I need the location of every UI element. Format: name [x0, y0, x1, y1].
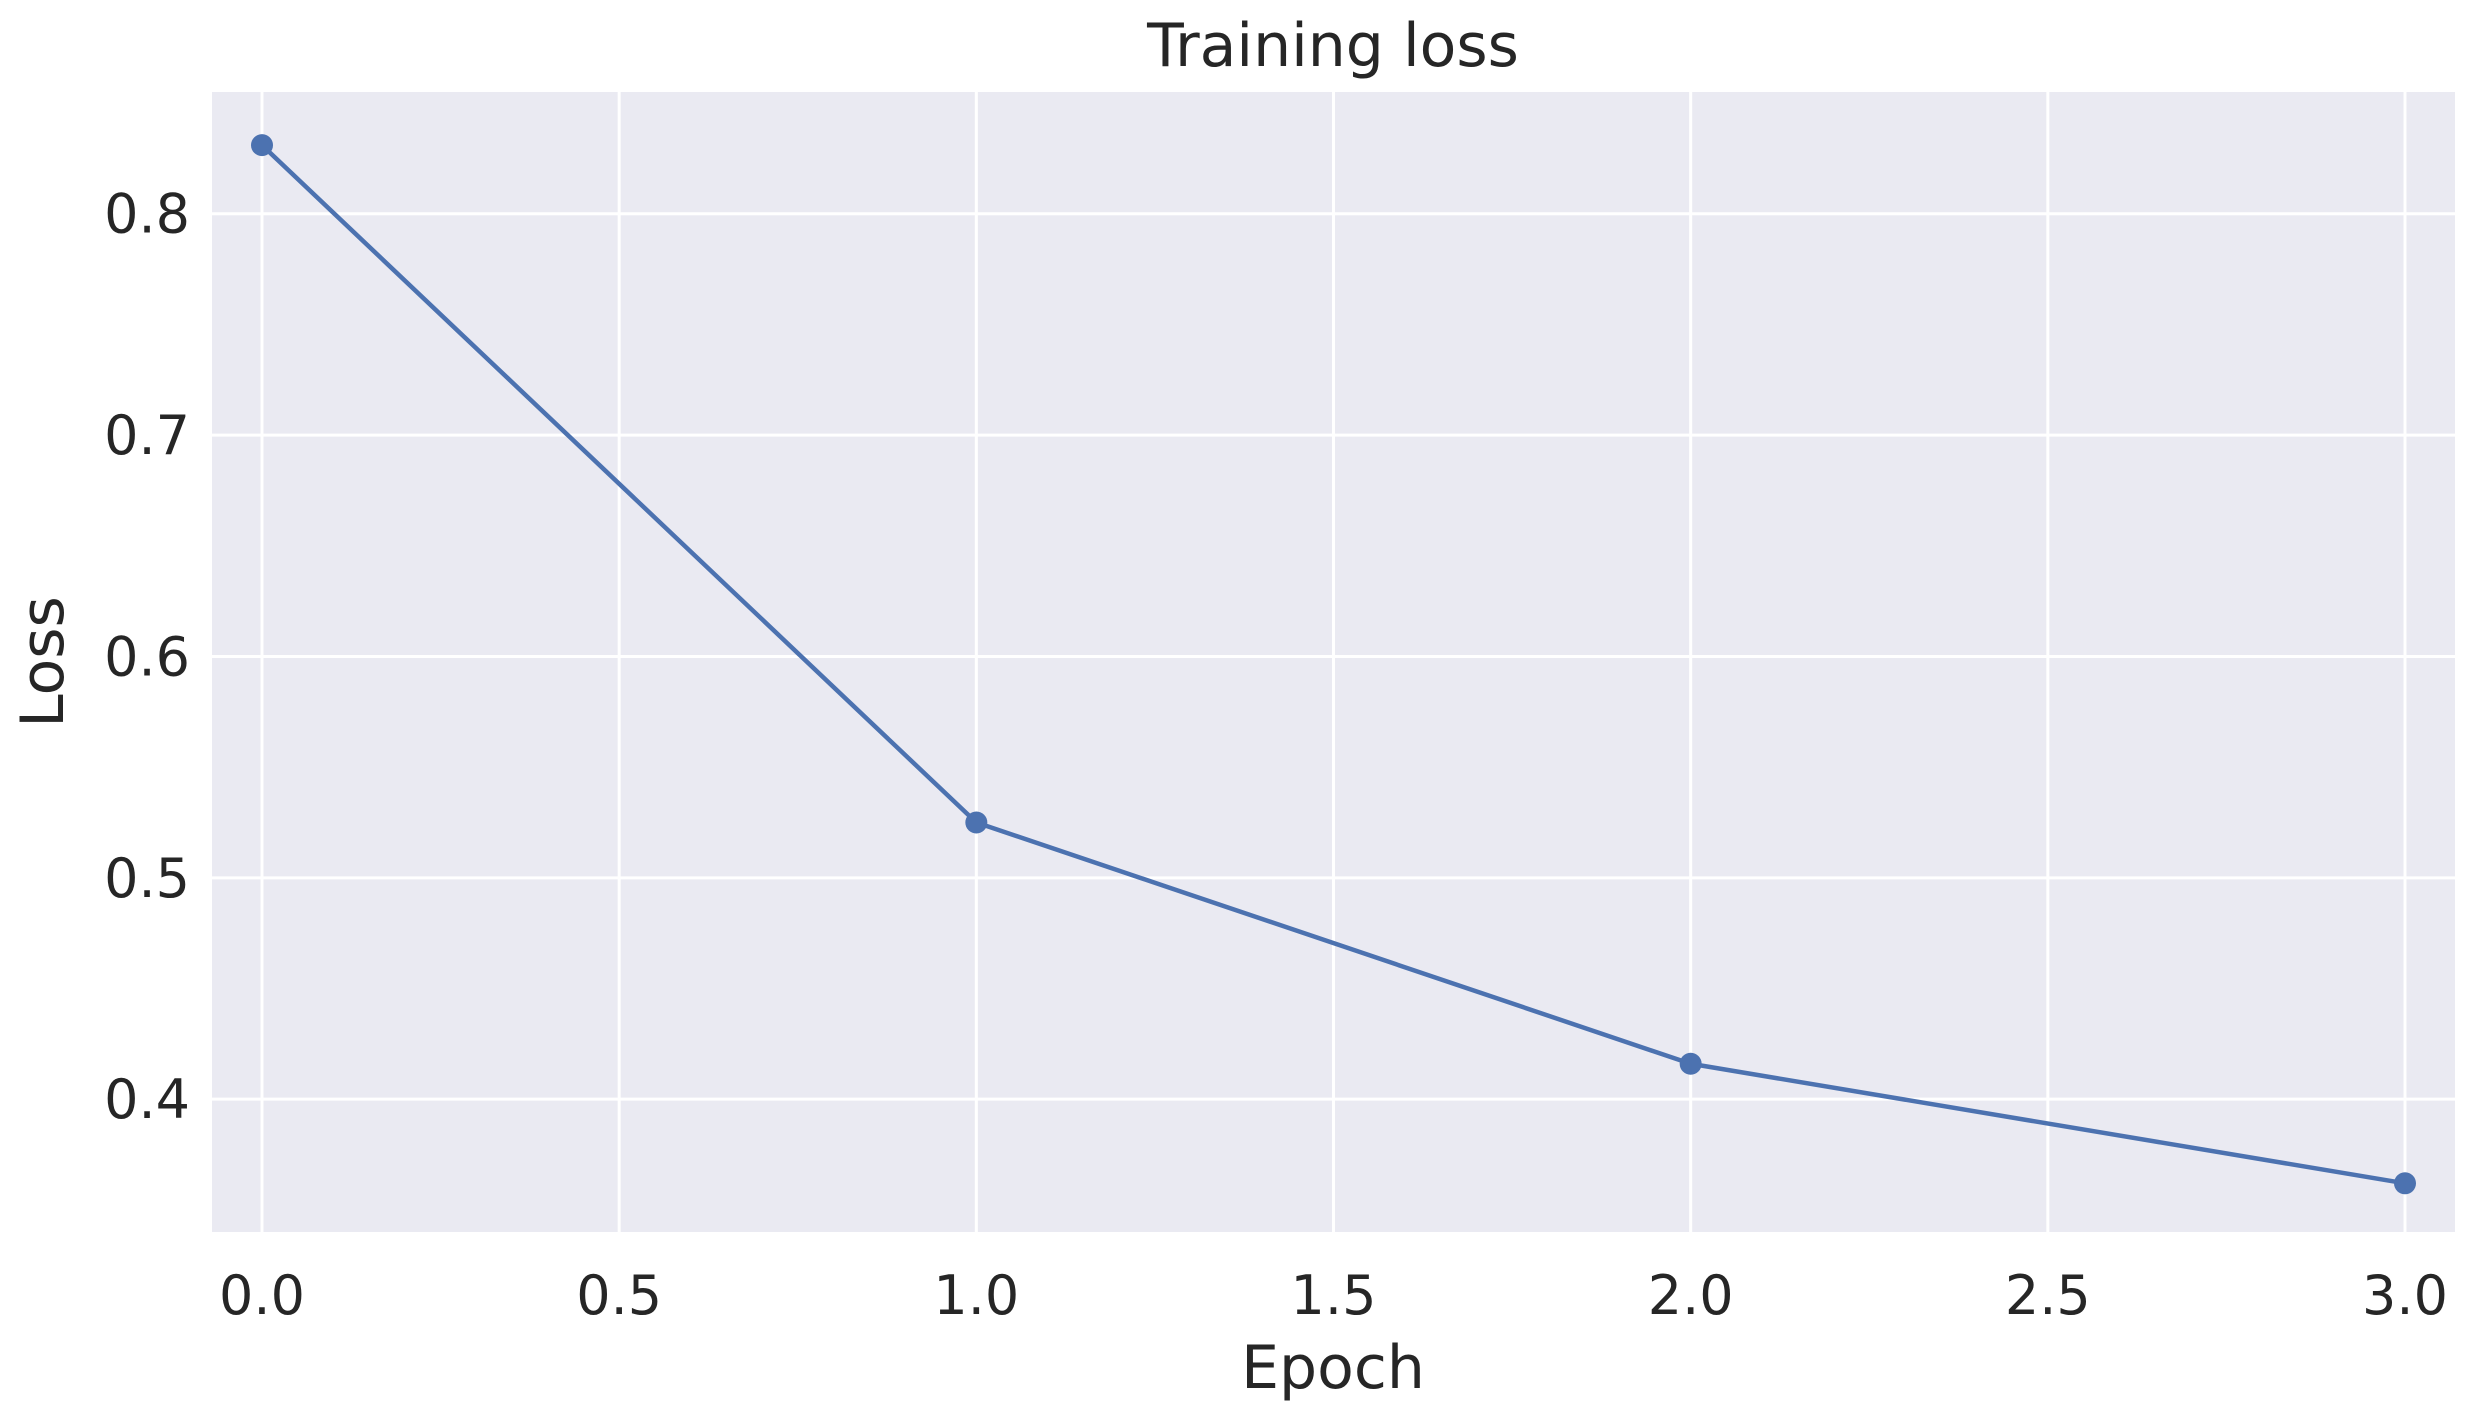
data-point	[1679, 1052, 1702, 1075]
series-layer	[251, 134, 2416, 1195]
y-tick-label: 0.5	[104, 847, 190, 910]
y-tick-label: 0.6	[104, 625, 190, 688]
data-point	[251, 134, 274, 157]
x-tick-label: 3.0	[2362, 1264, 2448, 1327]
data-point	[965, 811, 988, 834]
x-tick-label: 2.0	[1648, 1264, 1734, 1327]
chart-title: Training loss	[1146, 11, 1519, 81]
y-tick-labels: 0.4 0.5 0.6 0.7 0.8	[104, 183, 190, 1131]
x-tick-labels: 0.0 0.5 1.0 1.5 2.0 2.5 3.0	[219, 1264, 2448, 1327]
series-line	[260, 143, 2406, 1186]
y-gridlines	[212, 212, 2455, 1101]
x-tick-label: 1.0	[933, 1264, 1019, 1327]
x-tick-label: 1.5	[1291, 1264, 1377, 1327]
data-point	[2393, 1172, 2416, 1195]
x-tick-label: 2.5	[2005, 1264, 2091, 1327]
y-tick-label: 0.8	[104, 183, 190, 246]
x-tick-label: 0.0	[219, 1264, 305, 1327]
x-tick-label: 0.5	[576, 1264, 662, 1327]
y-tick-label: 0.7	[104, 404, 190, 467]
y-tick-label: 0.4	[104, 1068, 190, 1131]
y-axis-label: Loss	[8, 596, 78, 728]
x-gridlines	[260, 92, 2407, 1232]
x-axis-label: Epoch	[1241, 1333, 1425, 1403]
